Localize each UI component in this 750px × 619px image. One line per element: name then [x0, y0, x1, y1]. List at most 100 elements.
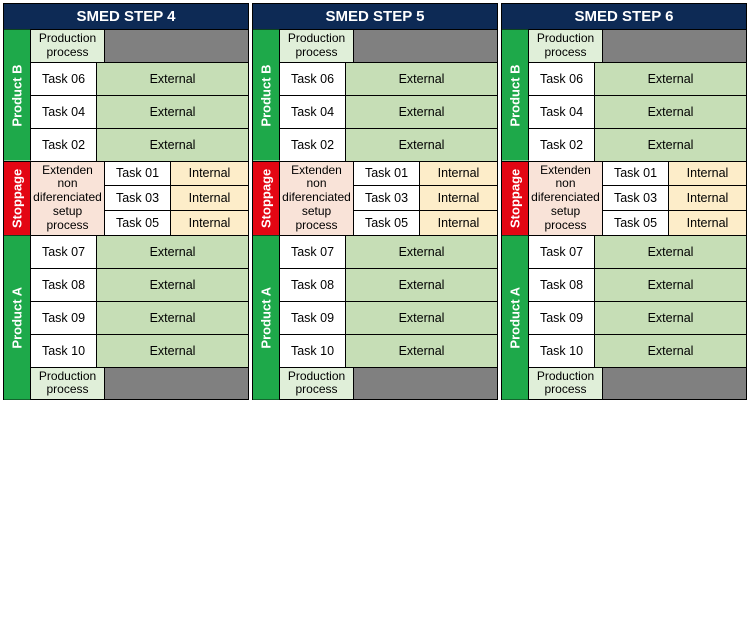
task-name: Task 04 [31, 96, 97, 128]
task-name: Task 10 [31, 335, 97, 367]
section-product-a: Product A Task 07 External Task 08 Exter… [4, 236, 248, 400]
task-type: External [595, 96, 746, 128]
task-name: Task 05 [603, 211, 669, 235]
gray-area [105, 30, 248, 62]
task-type: External [346, 335, 497, 367]
task-type: External [346, 269, 497, 301]
smed-panel: SMED STEP 6 Product B Production process… [501, 3, 747, 400]
task-row: Task 09 External [280, 302, 497, 335]
task-name: Task 06 [31, 63, 97, 95]
task-type: External [346, 302, 497, 334]
production-process-label: Production process [280, 30, 354, 62]
task-type: Internal [669, 162, 746, 186]
task-type: External [97, 335, 248, 367]
task-type: Internal [669, 211, 746, 235]
task-type: Internal [420, 211, 497, 235]
panel-body: Product B Production process Task 06 Ext… [4, 30, 248, 399]
task-name: Task 06 [280, 63, 346, 95]
section-product-b: Product B Production process Task 06 Ext… [4, 30, 248, 162]
panel-body: Product B Production process Task 06 Ext… [253, 30, 497, 399]
section-stoppage: Stoppage Extenden non diferenciated setu… [4, 162, 248, 236]
gray-area [105, 368, 248, 400]
task-row: Task 02 External [280, 128, 497, 161]
product-b-rail: Product B [4, 30, 31, 161]
task-row: Task 04 External [529, 95, 746, 128]
task-name: Task 02 [529, 129, 595, 161]
task-name: Task 02 [280, 129, 346, 161]
task-name: Task 10 [280, 335, 346, 367]
gray-area [354, 30, 497, 62]
task-name: Task 08 [31, 269, 97, 301]
task-type: External [595, 236, 746, 268]
task-row: Task 01 Internal [603, 162, 746, 186]
task-name: Task 05 [354, 211, 420, 235]
task-type: Internal [171, 211, 248, 235]
task-type: External [97, 302, 248, 334]
task-name: Task 05 [105, 211, 171, 235]
task-name: Task 01 [105, 162, 171, 186]
task-type: External [97, 96, 248, 128]
smed-panels: SMED STEP 4 Product B Production process… [3, 3, 747, 400]
task-type: External [595, 335, 746, 367]
task-row: Task 01 Internal [105, 162, 248, 186]
product-a-rail: Product A [502, 236, 529, 400]
task-row: Task 04 External [31, 95, 248, 128]
task-type: External [97, 129, 248, 161]
task-row: Task 09 External [31, 302, 248, 335]
product-b-rail: Product B [253, 30, 280, 161]
task-row: Task 06 External [280, 62, 497, 95]
task-row: Task 08 External [529, 269, 746, 302]
stoppage-rail: Stoppage [4, 162, 31, 235]
panel-header: SMED STEP 4 [4, 4, 248, 30]
task-type: External [346, 96, 497, 128]
task-row: Task 07 External [280, 236, 497, 269]
task-row: Task 08 External [31, 269, 248, 302]
panel-header: SMED STEP 6 [502, 4, 746, 30]
smed-panel: SMED STEP 4 Product B Production process… [3, 3, 249, 400]
task-name: Task 10 [529, 335, 595, 367]
task-row: Task 05 Internal [603, 210, 746, 235]
task-row: Task 04 External [280, 95, 497, 128]
task-type: External [97, 63, 248, 95]
task-name: Task 09 [280, 302, 346, 334]
stoppage-label: Extenden non diferenciated setup process [529, 162, 603, 235]
section-stoppage: Stoppage Extenden non diferenciated setu… [253, 162, 497, 236]
task-type: External [595, 269, 746, 301]
panel-body: Product B Production process Task 06 Ext… [502, 30, 746, 399]
task-row: Task 07 External [31, 236, 248, 269]
production-process-label: Production process [529, 30, 603, 62]
task-row: Task 02 External [529, 128, 746, 161]
task-row: Task 05 Internal [354, 210, 497, 235]
task-row: Task 02 External [31, 128, 248, 161]
gray-area [354, 368, 497, 400]
task-type: External [346, 129, 497, 161]
stoppage-label: Extenden non diferenciated setup process [31, 162, 105, 235]
task-row: Task 10 External [529, 335, 746, 368]
task-name: Task 09 [529, 302, 595, 334]
task-name: Task 07 [280, 236, 346, 268]
task-row: Task 05 Internal [105, 210, 248, 235]
task-name: Task 03 [354, 186, 420, 210]
task-name: Task 07 [529, 236, 595, 268]
section-product-a: Product A Task 07 External Task 08 Exter… [253, 236, 497, 400]
task-type: External [595, 63, 746, 95]
stoppage-rail: Stoppage [253, 162, 280, 235]
task-name: Task 01 [354, 162, 420, 186]
task-row: Task 03 Internal [603, 185, 746, 210]
task-type: Internal [669, 186, 746, 210]
production-process-label: Production process [31, 368, 105, 400]
task-name: Task 08 [280, 269, 346, 301]
production-process-label: Production process [280, 368, 354, 400]
task-row: Task 07 External [529, 236, 746, 269]
stoppage-rail: Stoppage [502, 162, 529, 235]
section-product-b: Product B Production process Task 06 Ext… [253, 30, 497, 162]
task-row: Task 01 Internal [354, 162, 497, 186]
task-type: Internal [420, 162, 497, 186]
task-name: Task 03 [603, 186, 669, 210]
production-process-label: Production process [529, 368, 603, 400]
task-name: Task 08 [529, 269, 595, 301]
stoppage-label: Extenden non diferenciated setup process [280, 162, 354, 235]
product-a-rail: Product A [4, 236, 31, 400]
production-process-label: Production process [31, 30, 105, 62]
task-name: Task 09 [31, 302, 97, 334]
